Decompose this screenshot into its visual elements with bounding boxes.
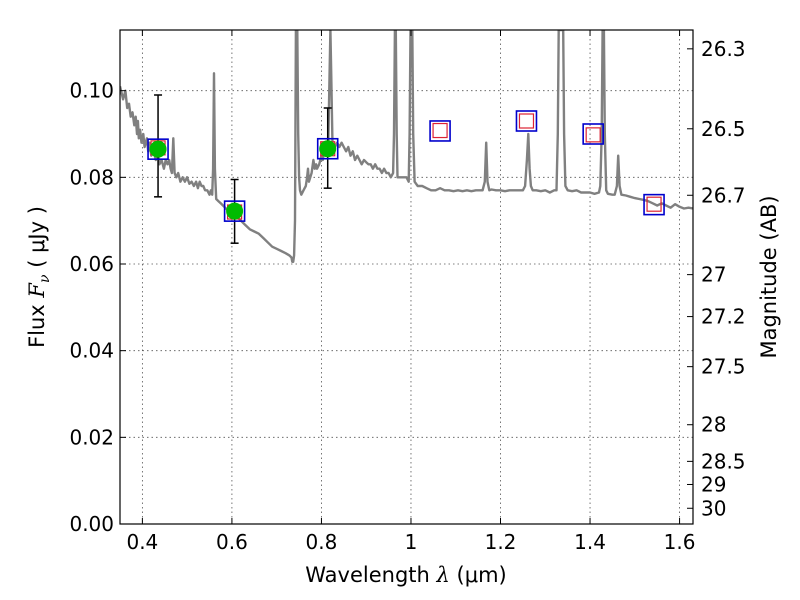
y-tick-label: 0.02 bbox=[69, 425, 114, 449]
y-axis-label: Flux Fν ( μJy ) bbox=[25, 206, 53, 348]
observed-flux-marker bbox=[429, 120, 451, 142]
model-flux-marker bbox=[585, 127, 601, 143]
y2-tick-label: 27.2 bbox=[701, 305, 746, 329]
x-tick-label: 1.4 bbox=[574, 530, 606, 554]
sed-layer bbox=[120, 30, 693, 263]
y2-tick-label: 30 bbox=[701, 496, 726, 520]
observed-flux-marker bbox=[582, 123, 604, 145]
x-tick-label: 1.6 bbox=[664, 530, 696, 554]
y-tick-label: 0.10 bbox=[69, 79, 114, 103]
observed-flux-marker bbox=[316, 137, 339, 160]
y2-tick-label: 28 bbox=[701, 413, 726, 437]
y-tick-label: 0.08 bbox=[69, 165, 114, 189]
y2-tick-label: 27 bbox=[701, 263, 726, 287]
series-line-model-sed bbox=[120, 30, 693, 263]
x-tick-label: 1 bbox=[405, 530, 418, 554]
observed-flux-marker bbox=[643, 193, 665, 216]
observed-flux-marker bbox=[147, 138, 169, 160]
observed-flux-marker bbox=[223, 200, 246, 222]
model-flux-marker bbox=[646, 196, 662, 212]
detection-point bbox=[149, 140, 167, 158]
observed-flux-marker bbox=[515, 110, 538, 132]
x-tick-label: 0.6 bbox=[216, 530, 248, 554]
x-axis-label: Wavelength λ (μm) bbox=[305, 563, 506, 587]
x-tick-label: 1.2 bbox=[485, 530, 517, 554]
y2-axis-label: Magnitude (AB) bbox=[757, 195, 781, 358]
y2-tick-label: 26.5 bbox=[701, 117, 746, 141]
y-tick-label: 0.00 bbox=[69, 512, 114, 536]
model-flux-marker bbox=[518, 113, 535, 129]
plot-frame bbox=[119, 29, 694, 525]
model-flux-marker bbox=[432, 122, 448, 139]
y2-tick-label: 28.5 bbox=[701, 449, 746, 473]
y-tick-label: 0.06 bbox=[69, 252, 114, 276]
detection-point bbox=[226, 202, 244, 220]
y2-tick-label: 26.7 bbox=[701, 183, 746, 207]
plot-background bbox=[120, 30, 693, 524]
ticks: 0.4 0.6 0.8 1 1.2 1.4 1.6 0.00 0.02 0.04 0.06 0.08 0… bbox=[69, 30, 746, 554]
y2-tick-label: 26.3 bbox=[701, 37, 746, 61]
detection-point bbox=[319, 140, 337, 158]
y-tick-label: 0.04 bbox=[69, 339, 114, 363]
y2-tick-label: 29 bbox=[701, 472, 726, 496]
x-tick-label: 0.4 bbox=[126, 530, 158, 554]
y2-tick-label: 27.5 bbox=[701, 355, 746, 379]
x-tick-label: 0.8 bbox=[306, 530, 338, 554]
photometry-layer bbox=[147, 94, 665, 244]
